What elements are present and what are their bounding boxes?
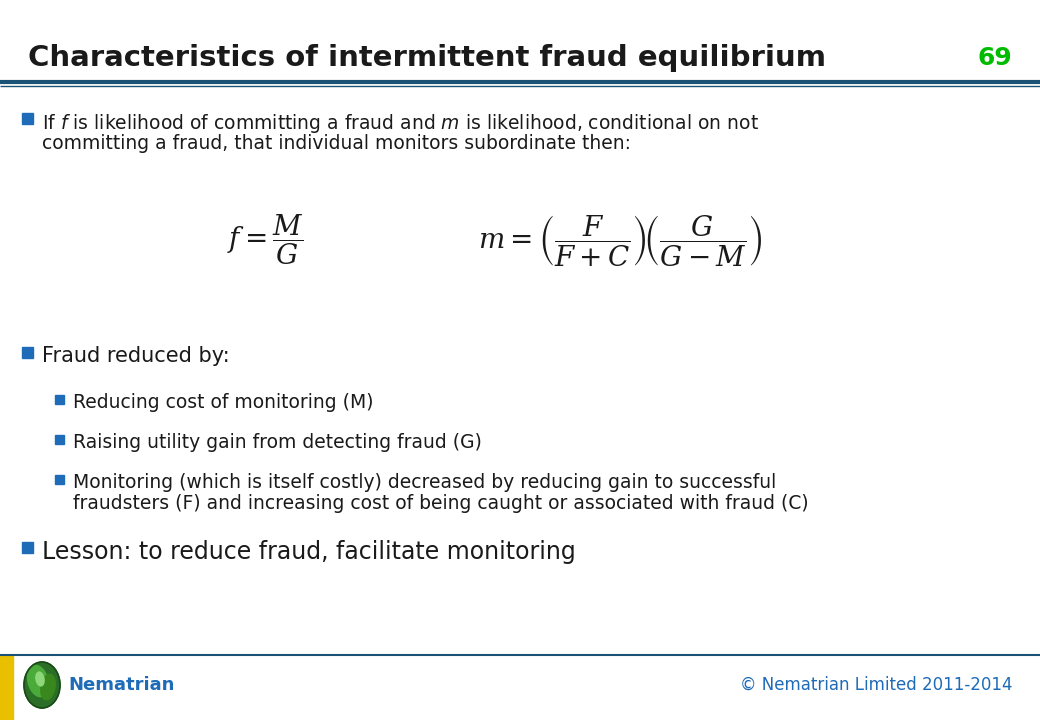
Text: Monitoring (which is itself costly) decreased by reducing gain to successful: Monitoring (which is itself costly) decr… bbox=[73, 473, 776, 492]
Ellipse shape bbox=[27, 665, 49, 697]
Text: Raising utility gain from detecting fraud (G): Raising utility gain from detecting frau… bbox=[73, 433, 482, 452]
Text: © Nematrian Limited 2011-2014: © Nematrian Limited 2011-2014 bbox=[739, 676, 1012, 694]
Text: committing a fraud, that individual monitors subordinate then:: committing a fraud, that individual moni… bbox=[42, 134, 631, 153]
Text: $m = \left(\dfrac{F}{F+C}\right)\!\left(\dfrac{G}{G-M}\right)$: $m = \left(\dfrac{F}{F+C}\right)\!\left(… bbox=[477, 212, 762, 268]
Bar bbox=[22, 347, 33, 358]
Text: Fraud reduced by:: Fraud reduced by: bbox=[42, 346, 230, 366]
Ellipse shape bbox=[35, 672, 44, 686]
Ellipse shape bbox=[41, 674, 55, 700]
Bar bbox=[55, 395, 64, 404]
Text: If $f$ is likelihood of committing a fraud and $m$ is likelihood, conditional on: If $f$ is likelihood of committing a fra… bbox=[42, 112, 759, 135]
Ellipse shape bbox=[24, 662, 60, 708]
Text: $f = \dfrac{M}{G}$: $f = \dfrac{M}{G}$ bbox=[227, 212, 304, 267]
Bar bbox=[55, 475, 64, 484]
Text: fraudsters (F) and increasing cost of being caught or associated with fraud (C): fraudsters (F) and increasing cost of be… bbox=[73, 494, 809, 513]
Text: Characteristics of intermittent fraud equilibrium: Characteristics of intermittent fraud eq… bbox=[28, 44, 826, 72]
Text: Nematrian: Nematrian bbox=[68, 676, 175, 694]
Text: Reducing cost of monitoring (M): Reducing cost of monitoring (M) bbox=[73, 393, 373, 412]
Text: 69: 69 bbox=[978, 46, 1012, 70]
Bar bbox=[22, 113, 33, 124]
Bar bbox=[55, 435, 64, 444]
Bar bbox=[22, 542, 33, 553]
Text: Lesson: to reduce fraud, facilitate monitoring: Lesson: to reduce fraud, facilitate moni… bbox=[42, 540, 576, 564]
Bar bbox=[0, 655, 12, 720]
